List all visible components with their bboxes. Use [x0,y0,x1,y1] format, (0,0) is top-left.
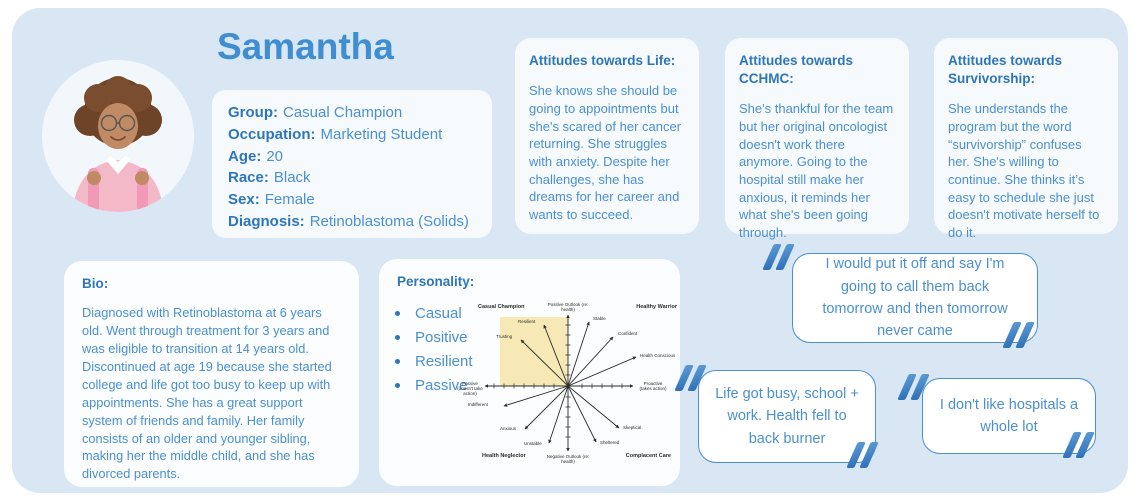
bullet-icon [395,311,400,316]
trait-arrow-label-resilient: Resilient [518,319,536,324]
bullet-icon [395,335,400,340]
attitudes-cchmc-body: She's thankful for the team but her orig… [739,101,894,241]
attitudes-survivorship-panel: Attitudes towards Survivorship: She unde… [934,38,1118,240]
persona-name: Samantha [217,26,394,67]
demographic-value: Black [273,169,311,187]
demographic-row: Group: Casual Champion [228,102,476,124]
quadrant-label-healthy-warrior: Healthy Warrior [636,304,677,310]
trait-arrow-label-stable: Stable [593,316,606,321]
axis-label-passive: Passive (doesn't take action) [457,381,483,397]
demographic-value: Female [264,191,315,208]
attitudes-life-title: Attitudes towards Life: [529,53,676,68]
trait-label: Positive [415,329,468,346]
open-quote-icon [897,374,930,400]
demographic-value: Casual Champion [283,104,403,121]
personality-spectrum-diagram: Casual Champion Healthy Warrior Health N… [457,302,677,468]
demographic-row: Age: 20 [228,146,476,168]
trait-arrow-label-indifferent: Indifferent [468,402,488,407]
close-quote-icon [846,442,879,468]
quadrant-label-health-neglector: Health Neglector [482,453,526,459]
demographic-label: Group: [228,104,278,121]
demographic-label: Race: [228,169,269,187]
demographic-value: 20 [266,147,284,165]
quadrant-label-complacent-care: Complacent Care [625,453,671,459]
trait-arrow-label-skeptical: Skeptical [623,425,642,430]
trait-arrow-label-health-conscious: Health Conscious [640,353,676,358]
axis-label-positive-outlook: Positive Outlook (re: health) [547,302,589,313]
close-quote-icon [1062,432,1095,458]
attitudes-survivorship-body: She understands the program but the word… [948,101,1100,241]
trait-item: Casual [395,305,473,322]
quote-bubble-3: I don't like hospitals a whole lot [922,378,1096,454]
attitudes-cchmc-panel: Attitudes towards CCHMC: She's thankful … [725,38,909,240]
open-quote-icon [762,244,795,270]
demographics-panel: Group: Casual Champion Occupation: Marketi… [212,90,492,238]
axis-label-negative-outlook: Negative Outlook (re: health) [546,454,590,465]
close-quote-icon [1002,322,1035,348]
avatar [42,60,194,212]
persona-card: Samantha Group: Casual Champion Occupatio… [12,8,1128,493]
spectrum-axes [484,314,637,452]
bullet-icon [395,383,400,388]
bio-title: Bio: [82,276,109,291]
avatar-illustration [42,60,194,212]
axis-label-proactive: Proactive (takes action) [639,381,667,392]
demographic-label: Age: [228,147,262,165]
personality-trait-list: Casual Positive Resilient Passive [395,305,473,401]
attitudes-life-panel: Attitudes towards Life: She knows she sh… [515,38,699,234]
bio-body: Diagnosed with Retinoblastoma at 6 years… [82,305,332,482]
quadrant-label-casual-champion: Casual Champion [478,304,525,310]
trait-arrow-label-trusting: Trusting [496,334,513,339]
trait-item: Positive [395,329,473,346]
attitudes-cchmc-title: Attitudes towards CCHMC: [739,53,854,87]
trait-label: Passive [415,377,468,394]
trait-arrow-label-confident: Confident [618,331,638,336]
demographic-label: Sex: [228,191,260,208]
quote-text: I would put it off and say I'm going to … [822,256,1008,340]
personality-title: Personality: [397,274,475,289]
demographic-row: Occupation: Marketing Student [228,124,476,146]
quote-text: Life got busy, school + work. Health fel… [715,385,859,447]
demographic-row: Sex: Female [228,189,476,211]
attitudes-life-body: She knows she should be going to appoint… [529,83,682,222]
open-quote-icon [674,365,707,391]
trait-label: Resilient [415,353,473,370]
attitudes-survivorship-title: Attitudes towards Survivorship: [948,53,1063,87]
personality-panel: Personality: Casual Positive Resilient P… [379,259,680,486]
trait-label: Casual [415,305,462,322]
demographic-label: Occupation: [228,125,316,143]
trait-arrow-label-sheltered: Sheltered [600,440,620,445]
quote-bubble-2: Life got busy, school + work. Health fel… [698,370,876,463]
demographic-row: Diagnosis: Retinoblastoma (Solids) [228,211,476,233]
demographic-row: Race: Black [228,167,476,189]
trait-item: Resilient [395,353,473,370]
quote-bubble-1: I would put it off and say I'm going to … [792,253,1038,343]
trait-arrow-label-unstable: Unstable [524,441,542,446]
bullet-icon [395,359,400,364]
demographic-label: Diagnosis: [228,212,305,230]
bio-panel: Bio: Diagnosed with Retinoblastoma at 6 … [64,261,359,487]
trait-item: Passive [395,377,473,394]
demographic-value: Marketing Student [320,125,443,143]
demographic-value: Retinoblastoma (Solids) [309,212,469,230]
quote-text: I don't like hospitals a whole lot [939,396,1079,435]
trait-arrow-label-anxious: Anxious [500,426,517,431]
